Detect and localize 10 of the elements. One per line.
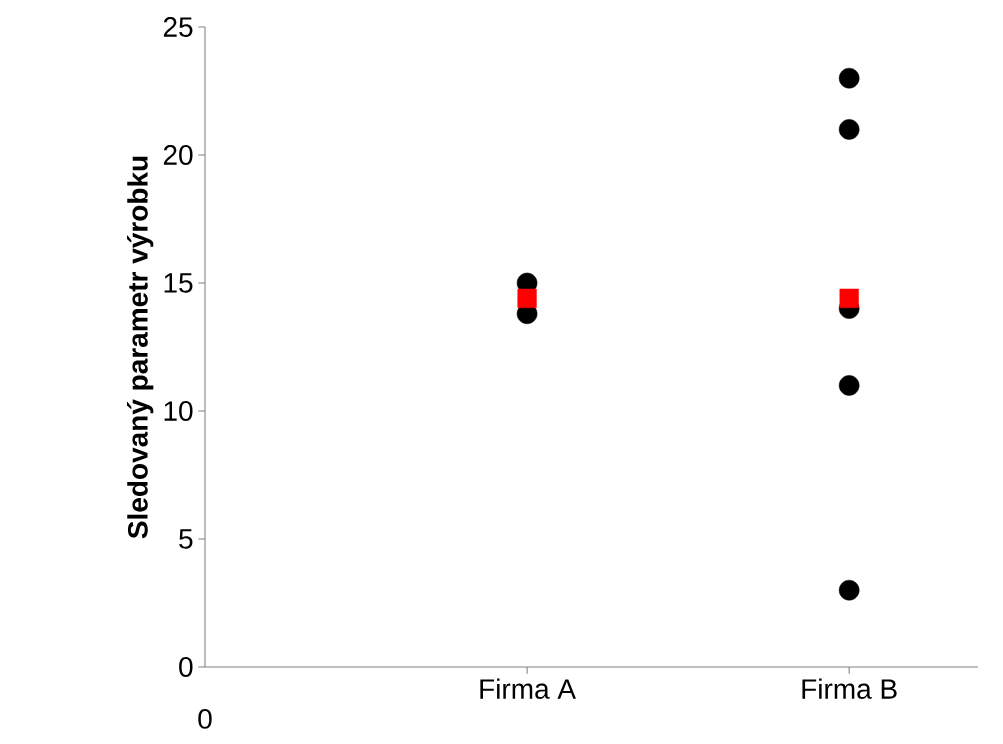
y-tick-label: 20 [163, 145, 193, 165]
y-axis-title: Sledovaný parametr výrobku [126, 156, 154, 539]
y-tick-label: 5 [179, 529, 193, 549]
x-tick-label: Firma B [802, 678, 897, 699]
y-tick-label: 10 [164, 401, 193, 421]
y-tick-label: 0 [179, 657, 193, 677]
x-tick-label: Firma A [480, 678, 576, 699]
text: 0 [198, 709, 212, 729]
y-tick-label: 25 [163, 17, 193, 37]
y-tick-label: 15 [164, 273, 193, 293]
